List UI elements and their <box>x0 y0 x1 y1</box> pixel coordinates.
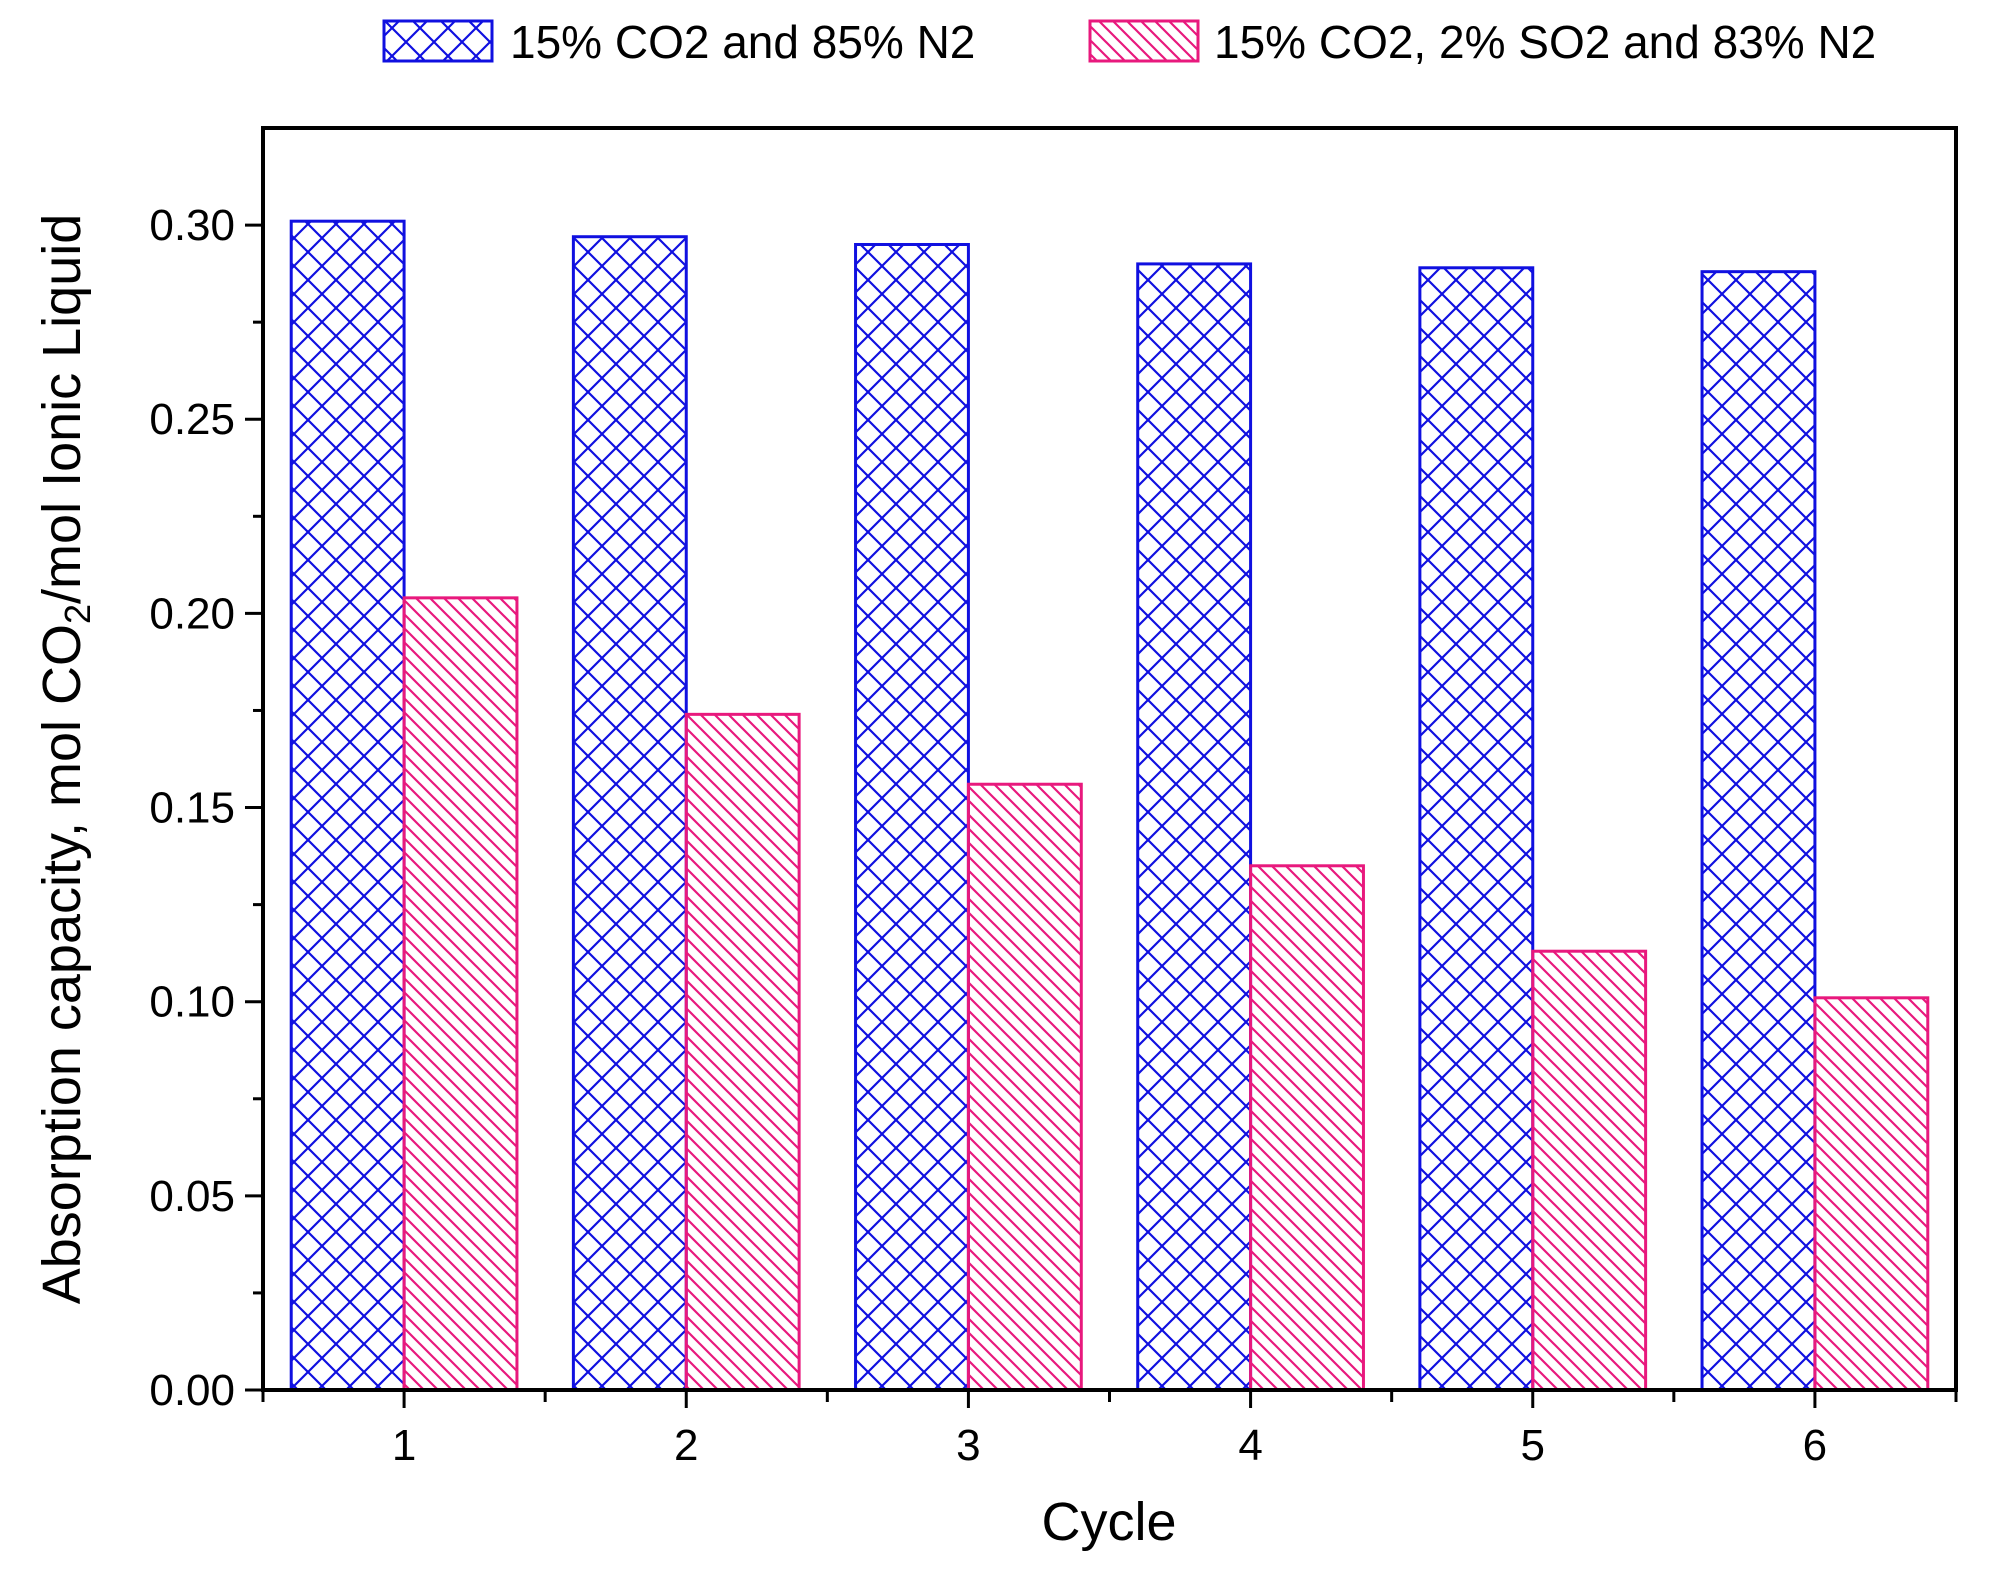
y-axis-title: Absorption capacity, mol CO2/mol Ionic L… <box>32 214 98 1305</box>
legend: 15% CO2 and 85% N2 15% CO2, 2% SO2 and 8… <box>382 16 1876 68</box>
y-axis-title-part-2: /mol Ionic Liquid <box>32 214 92 604</box>
x-tick-label: 3 <box>956 1421 980 1470</box>
bar-series-1-cycle-5 <box>1418 266 1535 1392</box>
legend-swatch-series-2 <box>1088 19 1200 63</box>
x-tick-label: 1 <box>392 1421 416 1470</box>
y-axis-title-part-1: Absorption capacity, mol CO <box>32 624 92 1304</box>
bars <box>289 219 1930 1392</box>
bar-series-1-cycle-1 <box>289 219 406 1392</box>
legend-item-series-1: 15% CO2 and 85% N2 <box>382 16 975 68</box>
legend-swatch-series-1 <box>382 19 494 63</box>
bar-series-2-cycle-2 <box>684 712 801 1392</box>
y-tick-label: 0.25 <box>149 395 235 444</box>
bar-series-1-cycle-2 <box>571 235 688 1392</box>
bar-series-2-cycle-1 <box>402 596 519 1392</box>
bar-series-2-cycle-4 <box>1249 864 1365 1392</box>
x-tick-label: 4 <box>1238 1421 1262 1470</box>
bar-series-2-cycle-3 <box>966 782 1083 1392</box>
x-tick-label: 6 <box>1803 1421 1827 1470</box>
y-axis-title-subscript: 2 <box>57 604 98 624</box>
legend-item-series-2: 15% CO2, 2% SO2 and 83% N2 <box>1088 16 1876 68</box>
plot-frame <box>261 126 1958 1392</box>
x-axis-title: Cycle <box>1041 1492 1176 1552</box>
y-axis: 0.00 0.05 0.10 0.15 0.20 0.25 0.30 <box>149 201 263 1415</box>
x-tick-label: 5 <box>1521 1421 1545 1470</box>
legend-label-series-1: 15% CO2 and 85% N2 <box>510 16 975 68</box>
bar-series-1-cycle-4 <box>1136 262 1253 1392</box>
y-tick-label: 0.15 <box>149 784 235 833</box>
bar-series-2-cycle-5 <box>1531 949 1648 1392</box>
y-tick-label: 0.30 <box>149 201 235 250</box>
y-tick-label: 0.20 <box>149 589 235 638</box>
y-tick-label: 0.10 <box>149 978 235 1027</box>
x-axis: 1 2 3 4 5 6 <box>261 1390 1958 1470</box>
y-tick-label: 0.00 <box>149 1366 235 1415</box>
y-tick-label: 0.05 <box>149 1172 235 1221</box>
x-tick-label: 2 <box>674 1421 698 1470</box>
bar-series-1-cycle-3 <box>854 242 970 1392</box>
legend-label-series-2: 15% CO2, 2% SO2 and 83% N2 <box>1214 16 1876 68</box>
bar-series-1-cycle-6 <box>1700 270 1817 1392</box>
bar-series-2-cycle-6 <box>1813 996 1930 1392</box>
